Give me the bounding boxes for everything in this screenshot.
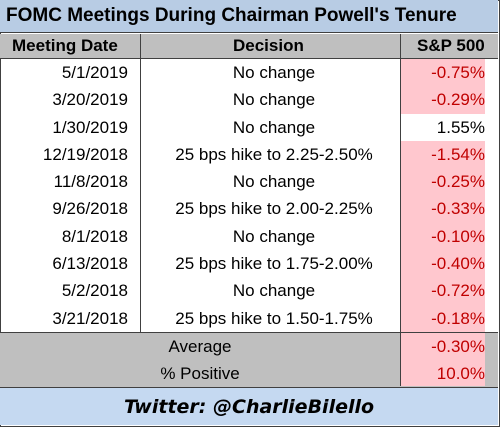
summary-row-positive: % Positive 10.0% [0, 359, 498, 386]
header-decision: Decision [233, 36, 304, 55]
decision: No change [232, 63, 316, 82]
decision: No change [232, 117, 316, 137]
table-row: 3/21/2018 25 bps hike to 1.50-1.75% -0.1… [0, 304, 498, 332]
decision: 25 bps hike to 2.25-2.50% [175, 144, 373, 164]
decision: 25 bps hike to 2.00-2.25% [175, 199, 373, 219]
table-row: 8/1/2018 No change -0.10% [0, 222, 498, 251]
meeting-date: 5/2/2018 [61, 281, 128, 301]
sp500-change: -1.54% [401, 140, 485, 169]
meeting-date: 3/21/2018 [52, 308, 128, 328]
summary-section: Average -0.30% % Positive 10.0% [0, 332, 498, 388]
sp500-change: -0.75% [401, 59, 485, 87]
column-divider [140, 34, 141, 332]
header-sp500: S&P 500 [417, 36, 485, 55]
meeting-date: 8/1/2018 [61, 226, 128, 246]
table-row: 12/19/2018 25 bps hike to 2.25-2.50% -1.… [0, 140, 498, 169]
meeting-date: 12/19/2018 [42, 144, 128, 164]
sp500-change: -0.10% [401, 222, 485, 251]
sp500-change: -0.18% [401, 304, 485, 332]
meeting-date: 5/1/2019 [61, 63, 128, 82]
table-title: FOMC Meetings During Chairman Powell's T… [0, 0, 498, 33]
average-value: -0.30% [401, 333, 485, 360]
table-row: 9/26/2018 25 bps hike to 2.00-2.25% -0.3… [0, 195, 498, 223]
table-body: 5/1/2019 No change -0.75% 3/20/2019 No c… [0, 59, 498, 332]
decision: 25 bps hike to 1.75-2.00% [175, 254, 373, 274]
positive-label: % Positive [160, 363, 240, 383]
decision: No change [232, 90, 316, 110]
decision: No change [232, 172, 316, 192]
summary-row-average: Average -0.30% [0, 333, 498, 360]
table-row: 3/20/2019 No change -0.29% [0, 86, 498, 114]
table-row: 11/8/2018 No change -0.25% [0, 168, 498, 196]
table-row: 5/1/2019 No change -0.75% [0, 59, 498, 87]
sp500-change: -0.40% [401, 250, 485, 278]
header-meeting-date: Meeting Date [12, 36, 118, 55]
table-row: 1/30/2019 No change 1.55% [0, 113, 498, 141]
sp500-change: -0.72% [401, 277, 485, 305]
meeting-date: 9/26/2018 [52, 199, 128, 219]
average-label: Average [168, 337, 232, 356]
decision: 25 bps hike to 1.50-1.75% [175, 308, 373, 328]
sp500-change: -0.25% [401, 168, 485, 196]
sp500-change: -0.33% [401, 195, 485, 223]
decision: No change [232, 226, 316, 246]
meeting-date: 11/8/2018 [53, 172, 128, 192]
table-row: 5/2/2018 No change -0.72% [0, 277, 498, 305]
table-row: 6/13/2018 25 bps hike to 1.75-2.00% -0.4… [0, 250, 498, 278]
twitter-credit: Twitter: @CharlieBilello [0, 388, 498, 425]
meeting-date: 1/30/2019 [52, 117, 128, 137]
column-divider [400, 34, 401, 386]
header-row: Meeting Date Decision S&P 500 [0, 34, 498, 59]
meeting-date: 6/13/2018 [52, 254, 128, 274]
decision: No change [232, 281, 316, 301]
sp500-change: 1.55% [401, 113, 485, 141]
sp500-change: -0.29% [401, 86, 485, 114]
meeting-date: 3/20/2019 [52, 90, 128, 110]
positive-value: 10.0% [401, 359, 485, 386]
